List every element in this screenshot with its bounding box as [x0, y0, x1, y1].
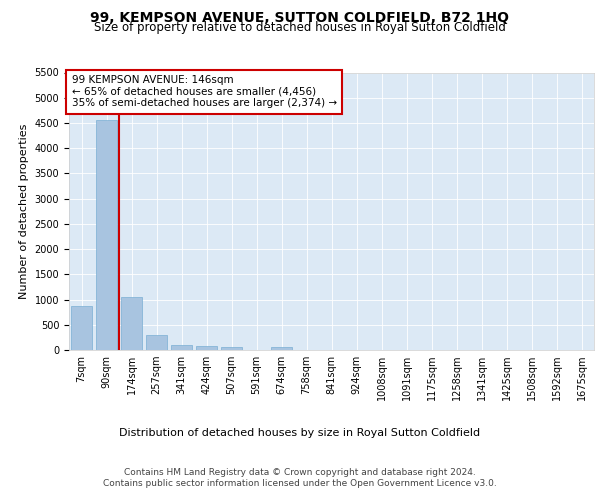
- Text: Contains public sector information licensed under the Open Government Licence v3: Contains public sector information licen…: [103, 480, 497, 488]
- Bar: [146, 335, 167, 350]
- Text: Contains HM Land Registry data © Crown copyright and database right 2024.: Contains HM Land Registry data © Crown c…: [124, 468, 476, 477]
- Text: 99 KEMPSON AVENUE: 146sqm
← 65% of detached houses are smaller (4,456)
35% of se: 99 KEMPSON AVENUE: 146sqm ← 65% of detac…: [71, 76, 337, 108]
- Text: Size of property relative to detached houses in Royal Sutton Coldfield: Size of property relative to detached ho…: [94, 21, 506, 34]
- Y-axis label: Number of detached properties: Number of detached properties: [19, 124, 29, 299]
- Bar: [121, 296, 142, 350]
- Bar: [196, 346, 217, 350]
- Bar: [271, 346, 292, 350]
- Bar: [71, 306, 92, 350]
- Bar: [221, 347, 242, 350]
- Text: 99, KEMPSON AVENUE, SUTTON COLDFIELD, B72 1HQ: 99, KEMPSON AVENUE, SUTTON COLDFIELD, B7…: [91, 10, 509, 24]
- Text: Distribution of detached houses by size in Royal Sutton Coldfield: Distribution of detached houses by size …: [119, 428, 481, 438]
- Bar: [171, 345, 192, 350]
- Bar: [96, 120, 117, 350]
